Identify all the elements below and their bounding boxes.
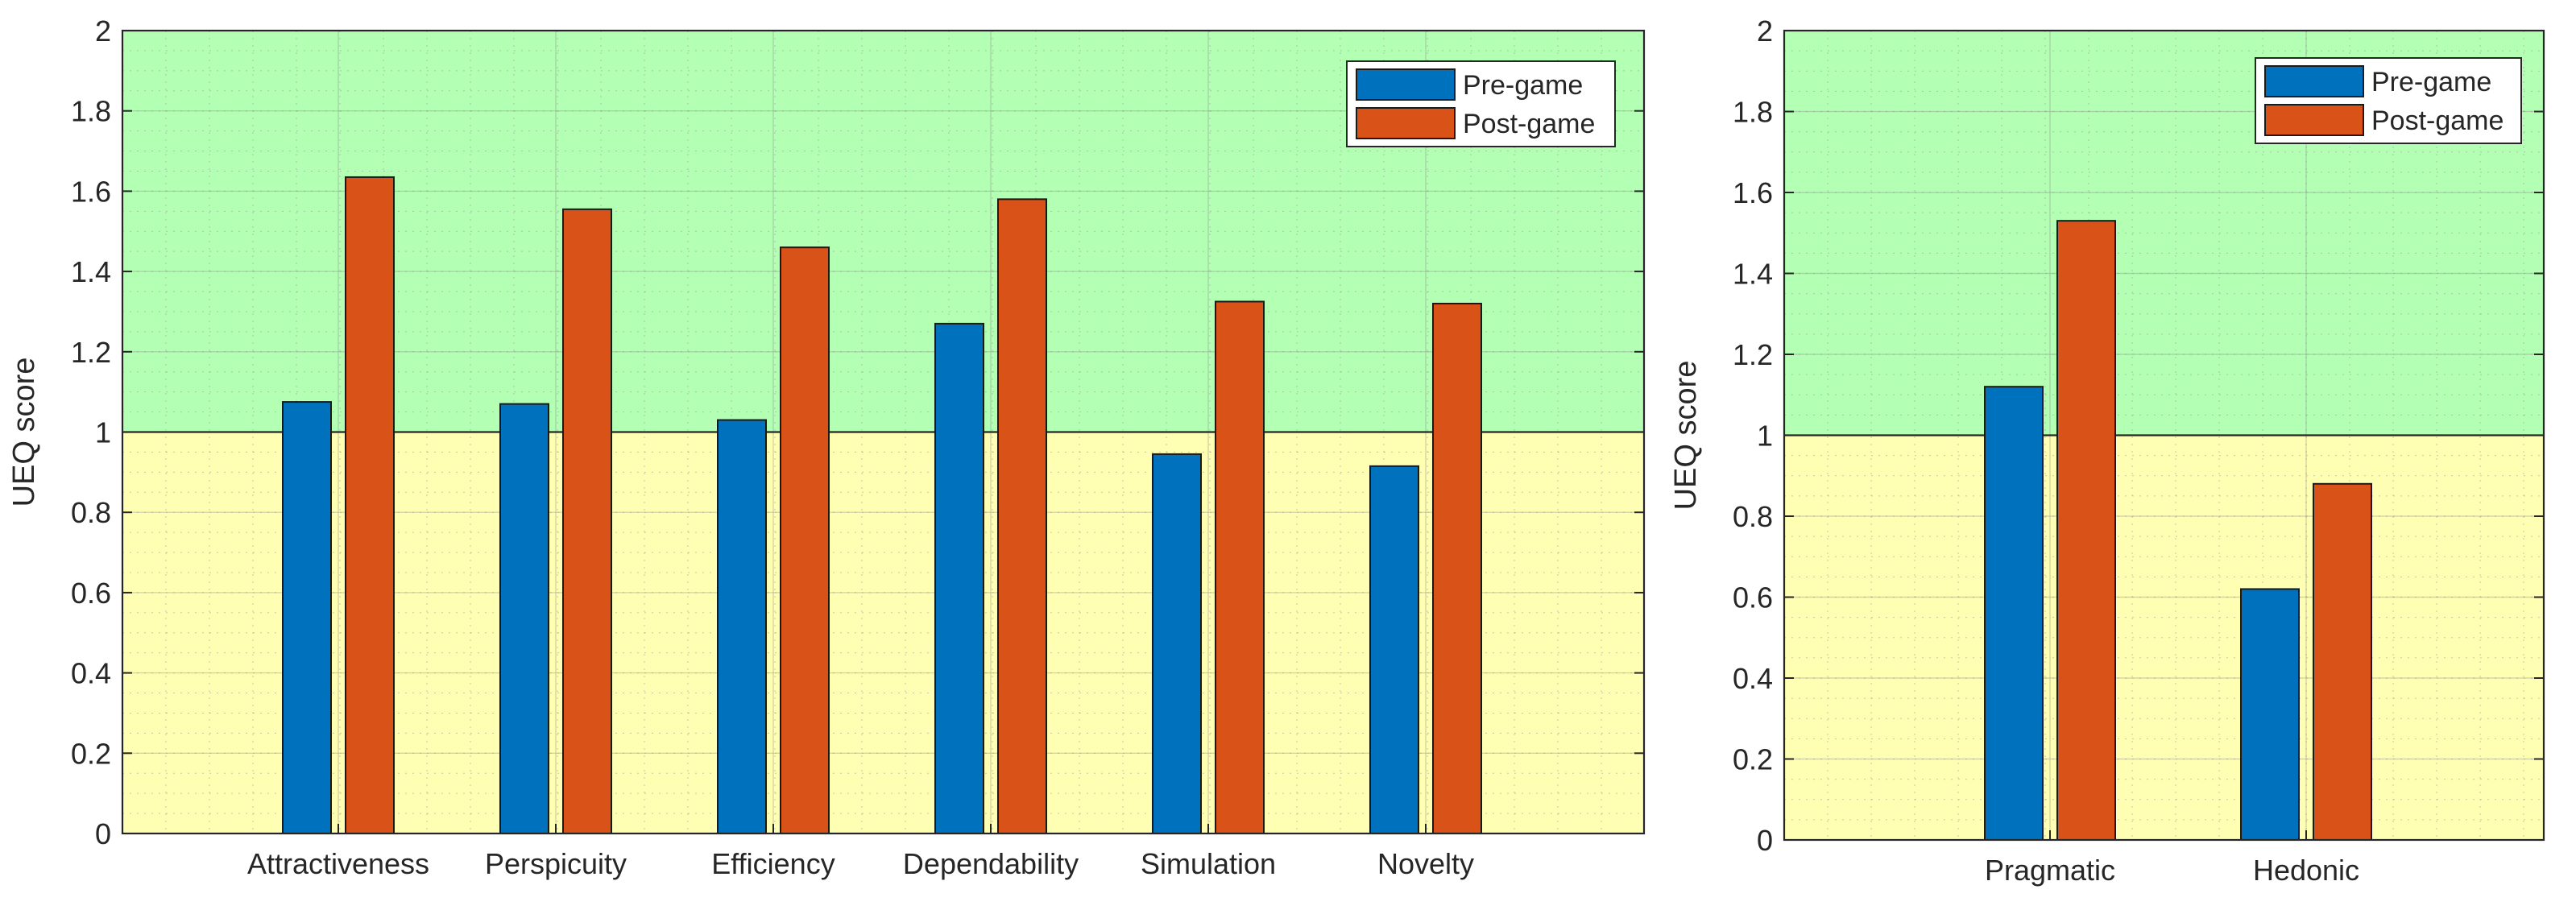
x-tick-label: Pragmatic: [1985, 854, 2115, 887]
y-axis-label: UEQ score: [7, 358, 41, 507]
y-tick-label: 0.4: [1733, 662, 1773, 695]
y-tick-label: 0.8: [1733, 500, 1773, 533]
band-below-threshold: [1784, 435, 2544, 840]
y-axis-label: UEQ score: [1669, 361, 1703, 511]
y-tick-label: 1.6: [1733, 176, 1773, 209]
chart-2: Pragmatic Hedonic 0 0.2 0.4 0.6 0.8 1 1.2 1.4 1.6 1…: [1669, 14, 2545, 887]
y-tick-label: 0.6: [71, 577, 111, 610]
x-tick-label: Dependability: [903, 847, 1079, 880]
y-tick-label: 1.4: [71, 255, 111, 288]
y-tick-label: 1: [1757, 420, 1773, 453]
bar-post-game-attractiveness: [345, 176, 395, 834]
y-tick-label: 0.2: [71, 737, 111, 770]
y-tick-label: 0: [95, 817, 111, 850]
bar-post-game-pragmatic: [2056, 220, 2116, 841]
y-tick-label: 0.2: [1733, 743, 1773, 776]
y-tick-label: 0.6: [1733, 581, 1773, 614]
y-tick-label: 1.2: [71, 336, 111, 369]
x-tick-label: Attractiveness: [247, 847, 429, 880]
legend-swatch: [1356, 68, 1456, 101]
bar-pre-game-dependability: [934, 322, 984, 834]
legend-entry: Post-game: [1463, 109, 1595, 139]
y-tick-label: 1.6: [71, 175, 111, 208]
bar-pre-game-simulation: [1152, 453, 1202, 834]
x-tick-label: Simulation: [1141, 847, 1276, 880]
bar-post-game-efficiency: [780, 246, 830, 834]
y-tick-label: 1.8: [71, 95, 111, 128]
y-tick-label: 0.4: [71, 657, 111, 690]
bar-pre-game-hedonic: [2240, 588, 2300, 841]
y-tick-label: 0: [1757, 824, 1773, 857]
x-tick-label: Hedonic: [2253, 854, 2359, 887]
bar-pre-game-attractiveness: [282, 401, 332, 834]
legend-entry: Pre-game: [1463, 70, 1583, 101]
chart-1: Attractiveness Perspicuity Efficiency Depen…: [7, 14, 1646, 880]
bar-pre-game-perspicuity: [499, 403, 549, 835]
y-tick-label: 2: [1757, 14, 1773, 48]
legend-swatch: [1356, 107, 1456, 139]
axes-box: [121, 29, 1646, 835]
y-tick-label: 0.8: [71, 496, 111, 529]
x-tick-label: Efficiency: [711, 847, 835, 880]
y-tick-label: 1.4: [1733, 258, 1773, 291]
legend-entry: Pre-game: [2371, 67, 2491, 97]
y-tick-label: 1: [95, 416, 111, 449]
bar-post-game-dependability: [997, 198, 1047, 834]
bar-pre-game-efficiency: [717, 419, 767, 834]
legend-swatch: [2264, 65, 2364, 97]
bar-pre-game-pragmatic: [1984, 386, 2044, 841]
bar-post-game-simulation: [1215, 300, 1265, 834]
bar-post-game-novelty: [1432, 302, 1482, 835]
x-tick-label: Novelty: [1377, 847, 1474, 880]
legend: Pre-game Post-game: [2255, 57, 2522, 144]
legend: Pre-game Post-game: [1346, 60, 1616, 147]
legend-swatch: [2264, 104, 2364, 136]
axes-box: [1783, 29, 2545, 842]
x-tick-label: Perspicuity: [485, 847, 627, 880]
y-tick-label: 1.2: [1733, 338, 1773, 371]
bar-pre-game-novelty: [1369, 465, 1419, 834]
y-tick-label: 2: [95, 14, 111, 48]
y-tick-label: 1.8: [1733, 96, 1773, 129]
bar-post-game-perspicuity: [562, 208, 612, 834]
bar-post-game-hedonic: [2313, 482, 2372, 841]
legend-entry: Post-game: [2371, 105, 2504, 136]
